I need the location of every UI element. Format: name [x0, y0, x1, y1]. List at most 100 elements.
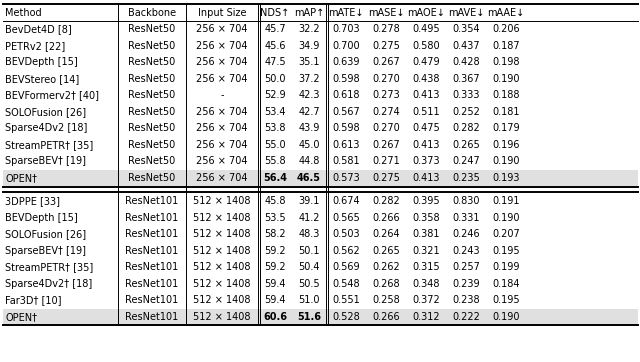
Text: 256 × 704: 256 × 704: [196, 107, 248, 117]
Text: 0.372: 0.372: [412, 295, 440, 305]
Text: ResNet101: ResNet101: [125, 213, 179, 223]
Text: 0.354: 0.354: [452, 24, 480, 34]
Text: 0.267: 0.267: [372, 140, 400, 150]
Text: 0.703: 0.703: [332, 24, 360, 34]
Text: 0.193: 0.193: [492, 173, 520, 183]
Text: StreamPETR† [35]: StreamPETR† [35]: [5, 140, 93, 150]
Text: 0.247: 0.247: [452, 156, 480, 166]
Text: 512 × 1408: 512 × 1408: [193, 262, 251, 272]
Text: Sparse4Dv2 [18]: Sparse4Dv2 [18]: [5, 123, 88, 133]
Text: -: -: [220, 90, 224, 100]
Text: 0.598: 0.598: [332, 74, 360, 84]
Text: 0.331: 0.331: [452, 213, 480, 223]
Text: 39.1: 39.1: [298, 196, 320, 206]
Text: SOLOFusion [26]: SOLOFusion [26]: [5, 107, 86, 117]
Text: 0.246: 0.246: [452, 229, 480, 239]
Text: 0.207: 0.207: [492, 229, 520, 239]
Text: 512 × 1408: 512 × 1408: [193, 295, 251, 305]
Text: 50.0: 50.0: [264, 74, 285, 84]
Text: 256 × 704: 256 × 704: [196, 140, 248, 150]
Text: 53.8: 53.8: [264, 123, 285, 133]
Text: 0.184: 0.184: [492, 279, 520, 289]
Text: 0.190: 0.190: [492, 156, 520, 166]
Text: 0.381: 0.381: [412, 229, 440, 239]
Text: ResNet101: ResNet101: [125, 262, 179, 272]
Text: Sparse4Dv2† [18]: Sparse4Dv2† [18]: [5, 279, 92, 289]
Text: 0.315: 0.315: [412, 262, 440, 272]
Text: Backbone: Backbone: [128, 8, 176, 17]
Text: 0.239: 0.239: [452, 279, 480, 289]
Text: ResNet50: ResNet50: [129, 123, 175, 133]
Text: 0.413: 0.413: [412, 140, 440, 150]
Text: 256 × 704: 256 × 704: [196, 156, 248, 166]
Text: 45.8: 45.8: [264, 196, 285, 206]
Text: 0.191: 0.191: [492, 196, 520, 206]
Text: 0.413: 0.413: [412, 173, 440, 183]
Text: 0.275: 0.275: [372, 41, 400, 51]
Text: 0.282: 0.282: [452, 123, 480, 133]
Text: SOLOFusion [26]: SOLOFusion [26]: [5, 229, 86, 239]
Text: 0.548: 0.548: [332, 279, 360, 289]
Text: 0.348: 0.348: [412, 279, 440, 289]
Text: 0.271: 0.271: [372, 156, 400, 166]
Text: 0.479: 0.479: [412, 57, 440, 67]
Text: ResNet50: ResNet50: [129, 57, 175, 67]
Text: 256 × 704: 256 × 704: [196, 57, 248, 67]
Text: 0.252: 0.252: [452, 107, 480, 117]
Text: 0.358: 0.358: [412, 213, 440, 223]
Text: 56.4: 56.4: [263, 173, 287, 183]
Text: 51.0: 51.0: [298, 295, 320, 305]
Text: 0.581: 0.581: [332, 156, 360, 166]
Text: 0.573: 0.573: [332, 173, 360, 183]
Text: mAAE↓: mAAE↓: [488, 8, 525, 17]
Text: 0.274: 0.274: [372, 107, 400, 117]
Text: ResNet50: ResNet50: [129, 107, 175, 117]
Text: 0.196: 0.196: [492, 140, 520, 150]
Text: Input Size: Input Size: [198, 8, 246, 17]
Text: 0.528: 0.528: [332, 312, 360, 322]
Text: 512 × 1408: 512 × 1408: [193, 229, 251, 239]
Text: ResNet101: ResNet101: [125, 229, 179, 239]
Text: 0.266: 0.266: [372, 213, 400, 223]
Text: 0.238: 0.238: [452, 295, 480, 305]
Text: ResNet50: ResNet50: [129, 156, 175, 166]
Text: 0.413: 0.413: [412, 90, 440, 100]
Text: BEVStereo [14]: BEVStereo [14]: [5, 74, 79, 84]
Text: 0.503: 0.503: [332, 229, 360, 239]
Text: 256 × 704: 256 × 704: [196, 24, 248, 34]
Text: 0.195: 0.195: [492, 246, 520, 256]
Text: 50.1: 50.1: [298, 246, 320, 256]
Text: 0.190: 0.190: [492, 213, 520, 223]
Text: 0.235: 0.235: [452, 173, 480, 183]
Text: 0.273: 0.273: [372, 90, 400, 100]
Text: SparseBEV† [19]: SparseBEV† [19]: [5, 156, 86, 166]
Text: 0.188: 0.188: [492, 90, 520, 100]
Text: 45.6: 45.6: [264, 41, 285, 51]
Text: 0.580: 0.580: [412, 41, 440, 51]
Text: 0.199: 0.199: [492, 262, 520, 272]
Text: 53.4: 53.4: [264, 107, 285, 117]
Text: 60.6: 60.6: [263, 312, 287, 322]
Text: 0.333: 0.333: [452, 90, 480, 100]
Text: 0.198: 0.198: [492, 57, 520, 67]
Text: 0.190: 0.190: [492, 312, 520, 322]
Text: 47.5: 47.5: [264, 57, 286, 67]
Text: 0.195: 0.195: [492, 295, 520, 305]
Text: 41.2: 41.2: [298, 213, 320, 223]
Text: ResNet50: ResNet50: [129, 41, 175, 51]
Text: OPEN†: OPEN†: [5, 173, 37, 183]
Text: 42.3: 42.3: [298, 90, 320, 100]
Text: 0.437: 0.437: [452, 41, 480, 51]
Text: 512 × 1408: 512 × 1408: [193, 279, 251, 289]
Text: 45.7: 45.7: [264, 24, 286, 34]
Text: 0.674: 0.674: [332, 196, 360, 206]
Text: 0.551: 0.551: [332, 295, 360, 305]
Text: 0.270: 0.270: [372, 123, 400, 133]
Text: mAOE↓: mAOE↓: [407, 8, 445, 17]
Text: 51.6: 51.6: [297, 312, 321, 322]
Text: BEVFormerv2† [40]: BEVFormerv2† [40]: [5, 90, 99, 100]
Text: StreamPETR† [35]: StreamPETR† [35]: [5, 262, 93, 272]
Bar: [3, 308, 638, 325]
Text: 0.613: 0.613: [332, 140, 360, 150]
Text: 0.598: 0.598: [332, 123, 360, 133]
